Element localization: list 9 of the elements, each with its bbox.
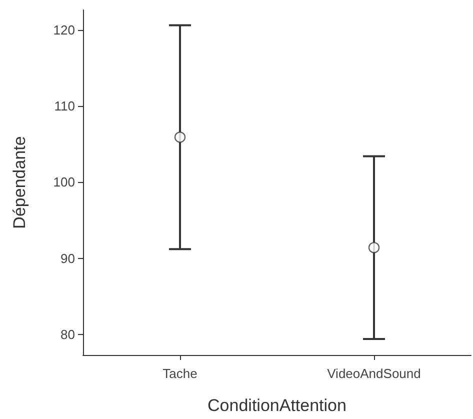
y-tick-label: 100 (53, 174, 75, 190)
y-tick-label: 80 (60, 326, 75, 342)
x-tick-label: Tache (162, 366, 198, 381)
y-tick-label: 90 (60, 250, 75, 266)
y-tick-label: 110 (54, 98, 75, 114)
y-axis-title: Dépendante (10, 136, 29, 229)
y-tick-label: 120 (53, 22, 75, 38)
x-axis-title: ConditionAttention (208, 396, 346, 415)
x-tick-label: VideoAndSound (327, 366, 421, 381)
